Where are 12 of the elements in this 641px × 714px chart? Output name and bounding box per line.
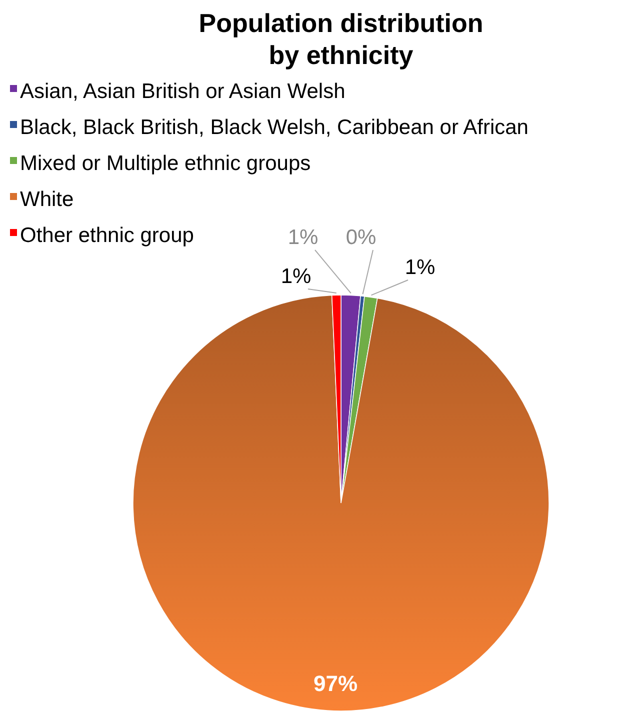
data-label: 0% [346,226,376,249]
pie-slice [133,295,549,712]
legend-label: Other ethnic group [20,224,194,247]
legend-label: Mixed or Multiple ethnic groups [20,152,311,175]
legend-label: Asian, Asian British or Asian Welsh [20,80,346,103]
legend-label: Black, Black British, Black Welsh, Caribbean or African [20,116,528,139]
data-label: 1% [404,256,436,279]
legend-label: White [20,188,74,211]
chart-title: Population distribution by ethnicity [198,8,484,70]
data-label: 97% [313,671,358,696]
data-label: 1% [288,226,318,249]
data-label: 1% [280,265,312,288]
